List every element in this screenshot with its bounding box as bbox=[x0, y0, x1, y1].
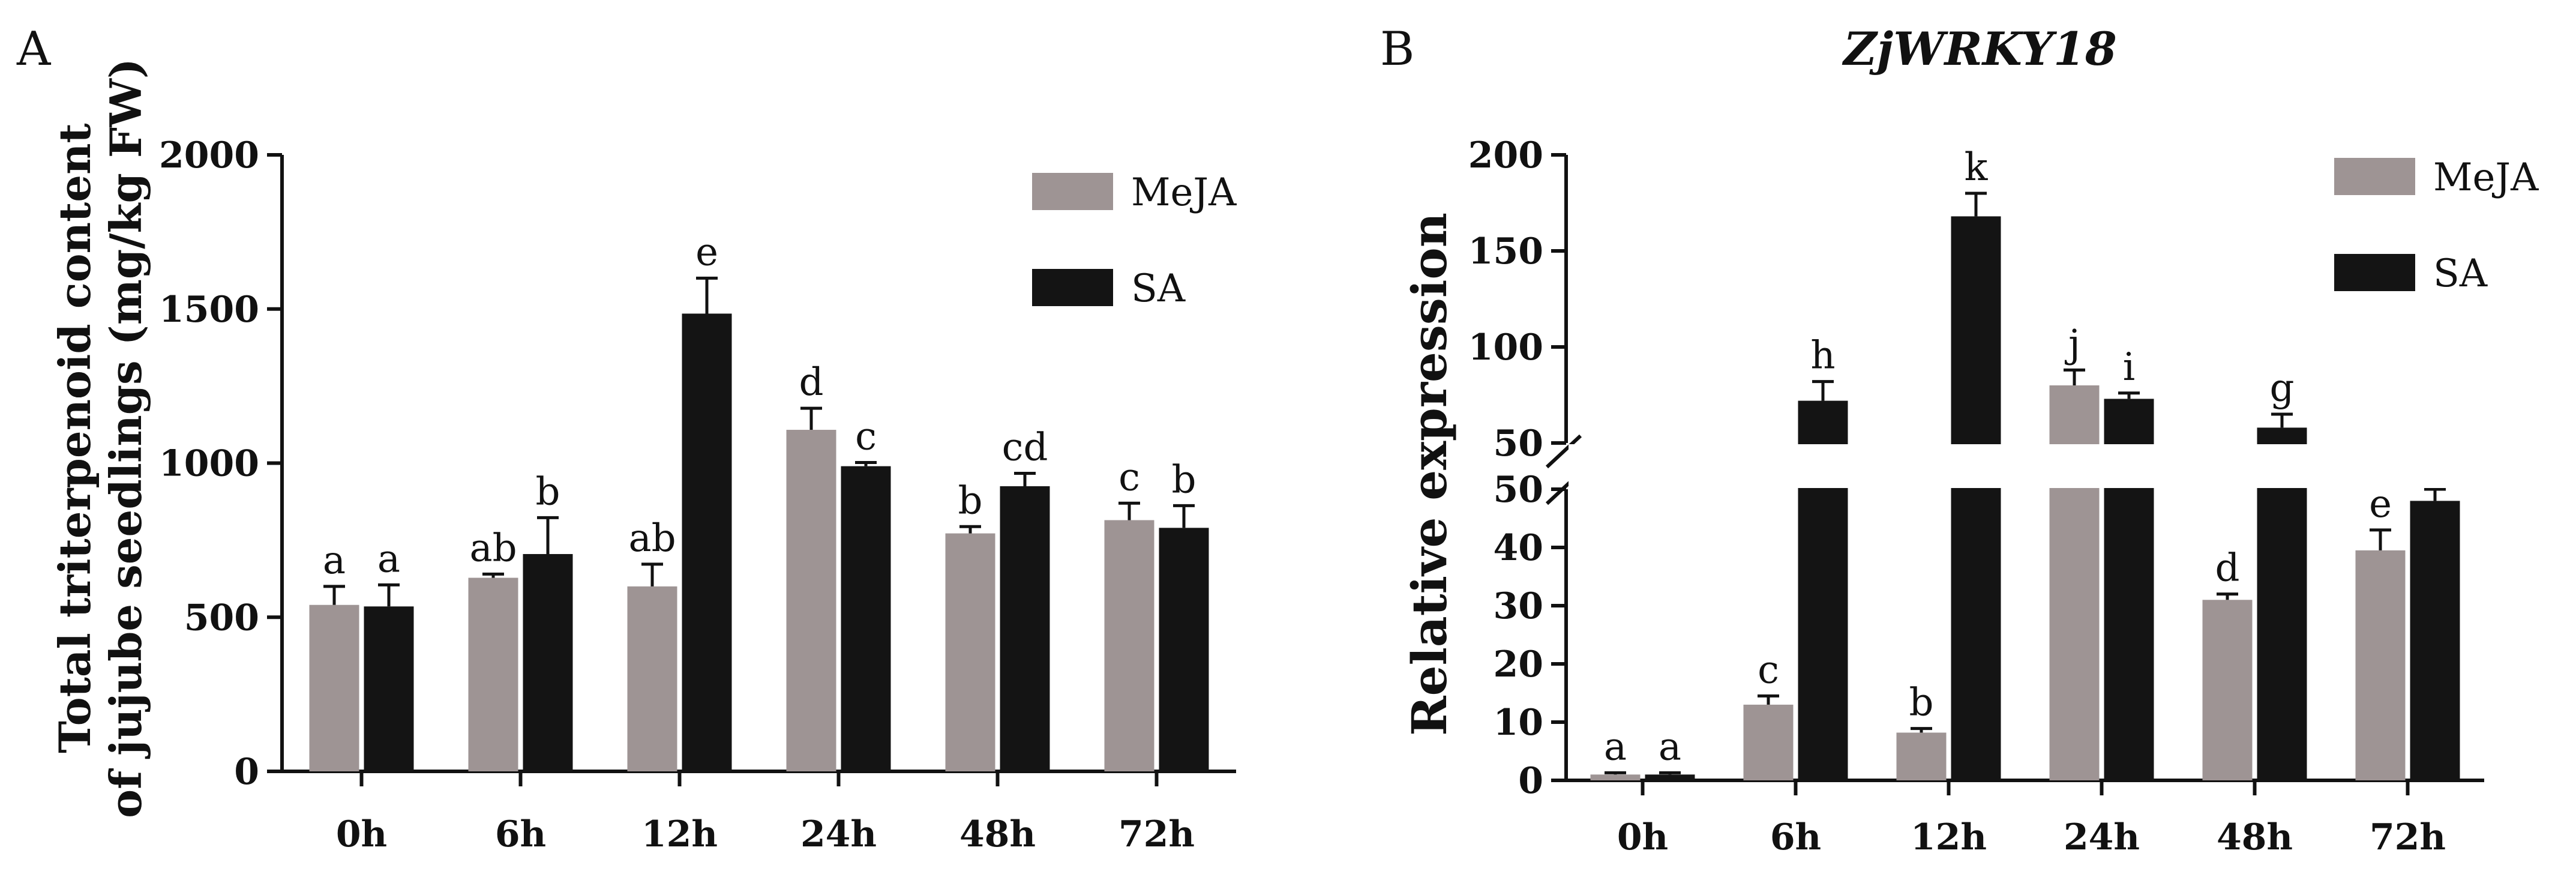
y-tick-label-500: 500 bbox=[184, 597, 259, 639]
y-tick-label-1000: 1000 bbox=[159, 443, 259, 485]
bar-meja-12h bbox=[627, 586, 677, 771]
panel-a-ylabel: Total triterpenoid content of jujube see… bbox=[49, 58, 151, 818]
legend-swatch-meja bbox=[1032, 173, 1113, 210]
x-tick-label-12h: 12h bbox=[641, 813, 718, 855]
x-tick-label-6h: 6h bbox=[1770, 816, 1821, 858]
sig-letter-meja-24h: d bbox=[799, 360, 824, 405]
panel-b: B ZjWRKY18 Relative expression 0 10 20 30 40… bbox=[1380, 22, 2539, 858]
x-tick-label-0h: 0h bbox=[1617, 816, 1668, 858]
bar-sa-72h bbox=[1159, 528, 1209, 771]
y-tick-label-lower-10: 10 bbox=[1494, 702, 1544, 744]
bar-sa-24h bbox=[841, 466, 891, 771]
y-tick-label-lower-20: 20 bbox=[1494, 643, 1544, 686]
bar-sa-6h bbox=[523, 553, 573, 771]
sig-letter-meja-6h: ab bbox=[469, 526, 517, 570]
y-tick-label-lower-50: 50 bbox=[1494, 469, 1544, 511]
x-tick-label-72h: 72h bbox=[1118, 813, 1195, 855]
panel-b-label: B bbox=[1380, 22, 1414, 76]
x-tick-label-72h: 72h bbox=[2370, 816, 2446, 858]
panel-a-label: A bbox=[16, 22, 52, 76]
sig-letter-meja-0h: a bbox=[1604, 725, 1627, 769]
legend-label-meja: MeJA bbox=[1131, 170, 1237, 215]
sig-letter-sa-6h: b bbox=[536, 469, 560, 514]
bar-meja-72h bbox=[2355, 550, 2406, 780]
sig-letter-meja-6h: c bbox=[1758, 648, 1779, 692]
sig-letter-sa-0h: a bbox=[377, 537, 400, 581]
x-tick-label-24h: 24h bbox=[2064, 816, 2140, 858]
bar-meja-48h bbox=[2202, 600, 2253, 780]
bar-meja-0h bbox=[309, 604, 359, 771]
y-tick-label-lower-40: 40 bbox=[1494, 527, 1544, 569]
bar-meja-72h bbox=[1104, 520, 1154, 771]
x-tick-label-12h: 12h bbox=[1911, 816, 1987, 858]
bar-sa-48h bbox=[1000, 486, 1050, 771]
legend-swatch-sa bbox=[2334, 254, 2415, 291]
x-tick-label-48h: 48h bbox=[959, 813, 1036, 855]
bar-sa-0h bbox=[364, 606, 414, 771]
sig-letter-meja-0h: a bbox=[323, 538, 346, 583]
sig-letter-meja-24h: j bbox=[2064, 322, 2080, 366]
bar-meja-6h bbox=[468, 577, 518, 771]
legend-swatch-sa bbox=[1032, 269, 1113, 306]
sig-letter-sa-0h: a bbox=[1659, 725, 1681, 769]
sig-letter-sa-6h: h bbox=[1810, 334, 1835, 378]
bar-meja-12h bbox=[1896, 732, 1947, 780]
legend-label-sa: SA bbox=[1131, 267, 1186, 311]
legend-swatch-meja bbox=[2334, 158, 2415, 195]
bar-sa-12h bbox=[682, 313, 732, 771]
sig-letter-meja-72h: e bbox=[2369, 482, 2392, 526]
panel-a-ylabel-line2: of jujube seedlings (mg/kg FW) bbox=[100, 58, 151, 818]
bar-meja-6h bbox=[1743, 704, 1794, 780]
sig-letter-meja-72h: c bbox=[1118, 455, 1140, 499]
y-tick-label-upper-100: 100 bbox=[1468, 327, 1543, 369]
x-tick-label-48h: 48h bbox=[2217, 816, 2293, 858]
y-tick-label-lower-0: 0 bbox=[1518, 760, 1543, 802]
sig-letter-sa-48h: g bbox=[2270, 366, 2295, 411]
axis-break-mark-upper bbox=[1545, 434, 1582, 469]
panel-a-ylabel-line1: Total triterpenoid content bbox=[49, 123, 100, 753]
bar-sa-72h bbox=[2410, 501, 2460, 780]
sig-letter-meja-12h: b bbox=[1909, 681, 1934, 725]
axis-break-gap bbox=[1569, 444, 2487, 488]
bar-meja-24h bbox=[786, 430, 836, 771]
sig-letter-sa-12h: k bbox=[1965, 145, 1989, 190]
y-tick-label-2000: 2000 bbox=[159, 134, 259, 176]
sig-letter-meja-48h: b bbox=[958, 478, 983, 523]
sig-letter-sa-48h: cd bbox=[1002, 425, 1048, 469]
sig-letter-sa-12h: e bbox=[695, 230, 718, 274]
x-tick-label-6h: 6h bbox=[495, 813, 546, 855]
sig-letter-meja-48h: d bbox=[2215, 546, 2240, 591]
y-tick-label-upper-50: 50 bbox=[1494, 423, 1544, 465]
x-tick-label-24h: 24h bbox=[800, 813, 877, 855]
y-tick-label-upper-200: 200 bbox=[1468, 134, 1543, 176]
y-tick-label-lower-30: 30 bbox=[1494, 585, 1544, 627]
panel-a: A Total triterpenoid content of jujube s… bbox=[16, 22, 1237, 855]
legend-label-meja: MeJA bbox=[2433, 155, 2539, 200]
legend-label-sa: SA bbox=[2433, 252, 2488, 296]
sig-letter-meja-12h: ab bbox=[628, 516, 676, 561]
y-tick-label-0: 0 bbox=[234, 751, 259, 793]
bar-sa-0h bbox=[1645, 774, 1695, 780]
y-tick-label-upper-150: 150 bbox=[1468, 231, 1543, 273]
bar-meja-0h bbox=[1590, 774, 1641, 780]
bar-meja-48h bbox=[945, 533, 995, 771]
panel-b-ylabel: Relative expression bbox=[1401, 212, 1458, 736]
panel-b-title: ZjWRKY18 bbox=[1842, 22, 2117, 76]
bar-sa-12h bbox=[1951, 216, 2001, 780]
sig-letter-sa-72h: b bbox=[1172, 457, 1196, 502]
sig-letter-sa-24h: i bbox=[2123, 345, 2135, 390]
sig-letter-sa-24h: c bbox=[855, 414, 877, 459]
x-tick-label-0h: 0h bbox=[336, 813, 387, 855]
y-tick-label-1500: 1500 bbox=[159, 289, 259, 331]
